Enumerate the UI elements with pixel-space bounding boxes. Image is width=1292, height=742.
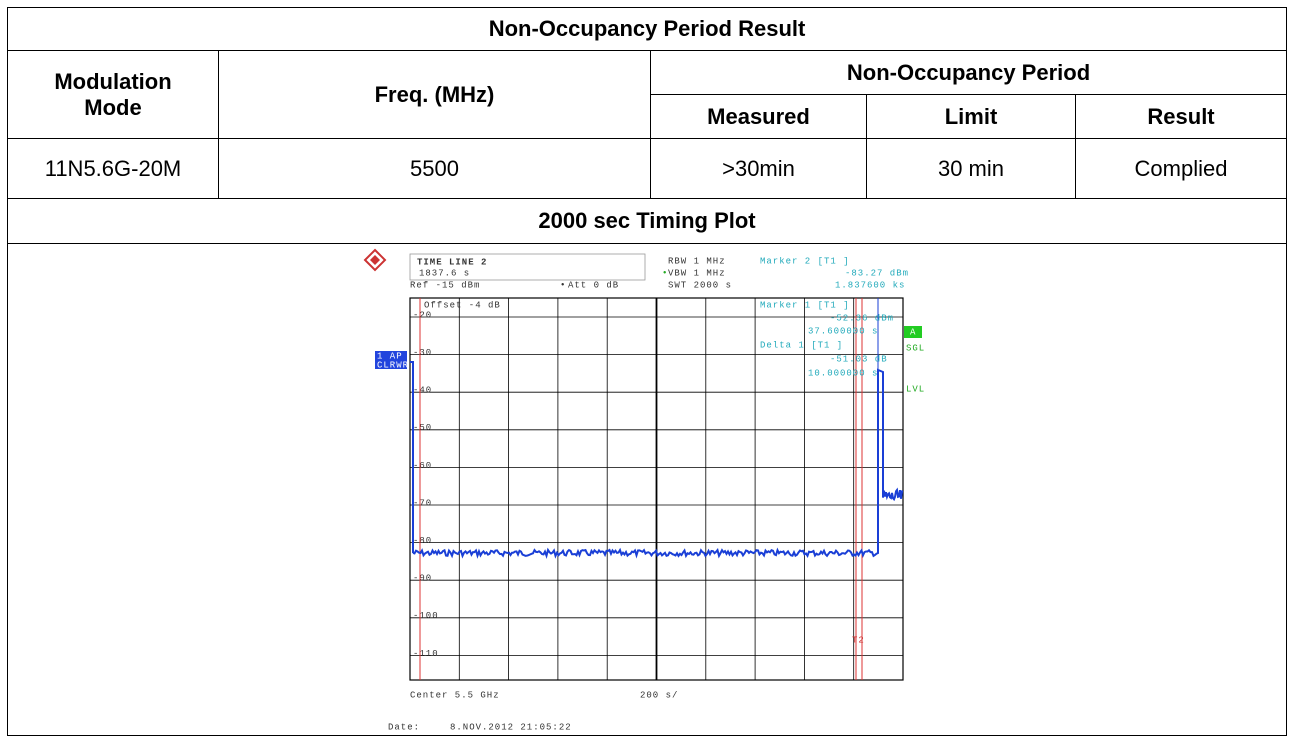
label: TIME LINE 2 bbox=[417, 257, 487, 267]
cell: 5500 bbox=[218, 138, 651, 199]
label: Ref -15 dBm bbox=[410, 280, 480, 290]
header-cell: Freq. (MHz) bbox=[218, 50, 651, 139]
y-label: -60 bbox=[413, 461, 432, 471]
label: A bbox=[910, 327, 916, 337]
grid: -20 -30 -40 -50 -60 -70 -80 -90 -100 -110 bbox=[409, 297, 904, 681]
result-table: Non-Occupancy Period Result Modulation M… bbox=[6, 7, 1288, 736]
label: • bbox=[662, 268, 668, 278]
label: 37.600000 s bbox=[808, 326, 878, 336]
label: T2 bbox=[852, 635, 865, 645]
table-title: Non-Occupancy Period Result bbox=[6, 7, 1288, 51]
label: Marker 1 [T1 ] bbox=[760, 300, 850, 310]
y-label: -70 bbox=[413, 498, 432, 508]
label: SGL bbox=[906, 343, 925, 353]
y-label: -90 bbox=[413, 574, 432, 584]
label: 10.000000 s bbox=[808, 368, 878, 378]
label: Att 0 dB bbox=[568, 280, 619, 290]
header-cell: Result bbox=[1074, 94, 1288, 139]
label: -51.03 dB bbox=[830, 354, 888, 364]
flag-badge bbox=[904, 326, 922, 338]
trace bbox=[410, 361, 904, 560]
header-cell: Modulation Mode bbox=[7, 50, 219, 139]
label: Date: bbox=[388, 722, 420, 732]
header-cell: Limit bbox=[866, 94, 1076, 139]
y-label: -40 bbox=[413, 386, 432, 396]
y-label: -30 bbox=[413, 348, 432, 358]
label: CLRWR bbox=[377, 360, 409, 370]
label: RBW 1 MHz bbox=[668, 256, 726, 266]
label: Offset -4 dB bbox=[424, 300, 501, 310]
plot-cell bbox=[6, 243, 1288, 736]
label: 1837.6 s bbox=[419, 268, 470, 278]
y-label: -50 bbox=[413, 423, 432, 433]
cell: 11N5.6G-20M bbox=[7, 138, 219, 199]
info-box bbox=[409, 253, 646, 281]
y-label: -20 bbox=[413, 310, 432, 320]
trace-badge bbox=[375, 351, 407, 369]
label: 1 AP bbox=[377, 351, 403, 361]
label: Delta 1 [T1 ] bbox=[760, 340, 843, 350]
header-text: Modulation Mode bbox=[54, 68, 172, 120]
label: LVL bbox=[906, 384, 925, 394]
cell: 30 min bbox=[866, 138, 1076, 199]
label: VBW 1 MHz bbox=[668, 268, 726, 278]
label: 200 s/ bbox=[640, 690, 678, 700]
cell: Complied bbox=[1074, 138, 1288, 199]
logo bbox=[363, 248, 387, 272]
label: -83.27 dBm bbox=[845, 268, 909, 278]
label: SWT 2000 s bbox=[668, 280, 732, 290]
y-label: -110 bbox=[413, 649, 439, 659]
label: Marker 2 [T1 ] bbox=[760, 256, 850, 266]
y-label: -100 bbox=[413, 611, 439, 621]
label: 1.837600 ks bbox=[835, 280, 905, 290]
y-label: -80 bbox=[413, 536, 432, 546]
header-cell: Non-Occupancy Period bbox=[649, 50, 1288, 95]
label: • bbox=[560, 280, 566, 290]
header-cell: Measured bbox=[650, 94, 867, 139]
label: Center 5.5 GHz bbox=[410, 690, 500, 700]
cell: >30min bbox=[650, 138, 867, 199]
label: -52.36 dBm bbox=[830, 313, 894, 323]
label: 8.NOV.2012 21:05:22 bbox=[450, 722, 572, 732]
